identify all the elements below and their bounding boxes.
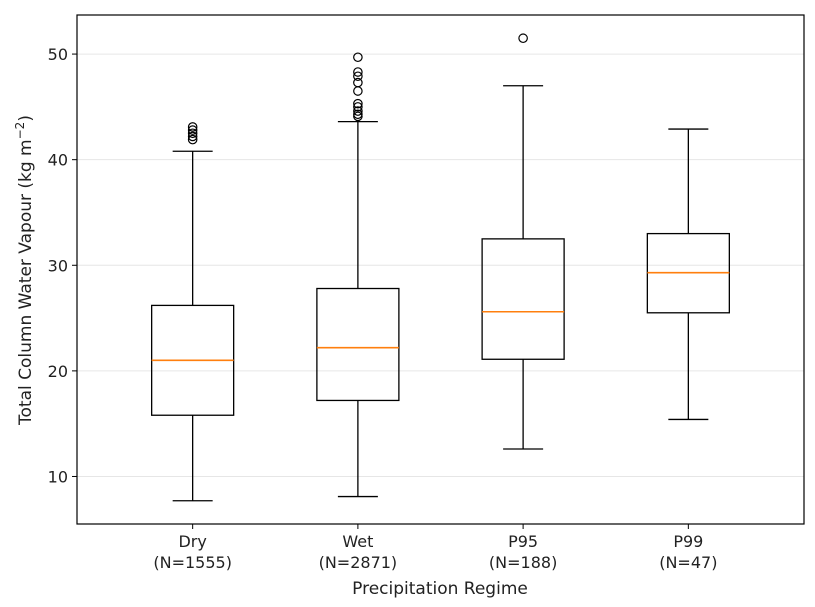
box-group-p99 <box>646 128 730 421</box>
y-tick-label: 50 <box>48 45 68 64</box>
boxes <box>151 33 730 502</box>
y-tick-label: 40 <box>48 151 68 170</box>
x-tick-count-label: (N=47) <box>659 553 717 572</box>
outlier-point <box>187 125 198 135</box>
outlier-point <box>187 122 198 132</box>
outlier-point <box>353 71 363 82</box>
y-axis-ticks: 10 20 30 40 50 <box>48 45 77 486</box>
outlier-point <box>353 102 363 112</box>
y-axis-label-superscript: −2 <box>13 122 27 140</box>
y-tick-label: 10 <box>48 467 68 486</box>
y-tick-label: 20 <box>48 362 68 381</box>
y-axis-label: Total Column Water Vapour (kg m−2) <box>13 115 36 426</box>
gridlines <box>77 53 804 477</box>
x-tick-count-label: (N=2871) <box>319 553 398 572</box>
outlier-point <box>353 106 363 116</box>
x-axis-label: Precipitation Regime <box>352 579 528 599</box>
box-group-wet <box>316 52 400 498</box>
outlier-point <box>187 128 198 139</box>
outlier-point <box>353 77 363 88</box>
box-group-dry <box>151 122 235 502</box>
box-group-p95 <box>481 33 565 450</box>
y-tick-label: 30 <box>48 256 68 275</box>
x-tick-label: Wet <box>342 532 373 551</box>
outlier-point <box>518 33 528 44</box>
outlier-point <box>353 52 363 63</box>
outlier-point <box>187 134 198 145</box>
plot-frame <box>76 14 805 525</box>
iqr-box <box>316 287 400 402</box>
x-tick-label: P99 <box>673 532 703 551</box>
outlier-point <box>353 98 363 109</box>
outlier-point <box>353 109 363 120</box>
x-tick-count-label: (N=188) <box>489 553 557 572</box>
x-tick-label: P95 <box>508 532 538 551</box>
outlier-point <box>187 131 198 142</box>
outlier-point <box>353 86 363 96</box>
x-axis-ticks: Dry (N=1555) Wet (N=2871) P95 (N=188) P99 (N=47… <box>153 524 717 572</box>
outlier-point <box>353 67 363 77</box>
x-tick-count-label: (N=1555) <box>153 553 232 572</box>
iqr-box <box>481 238 565 360</box>
x-tick-label: Dry <box>178 532 206 551</box>
